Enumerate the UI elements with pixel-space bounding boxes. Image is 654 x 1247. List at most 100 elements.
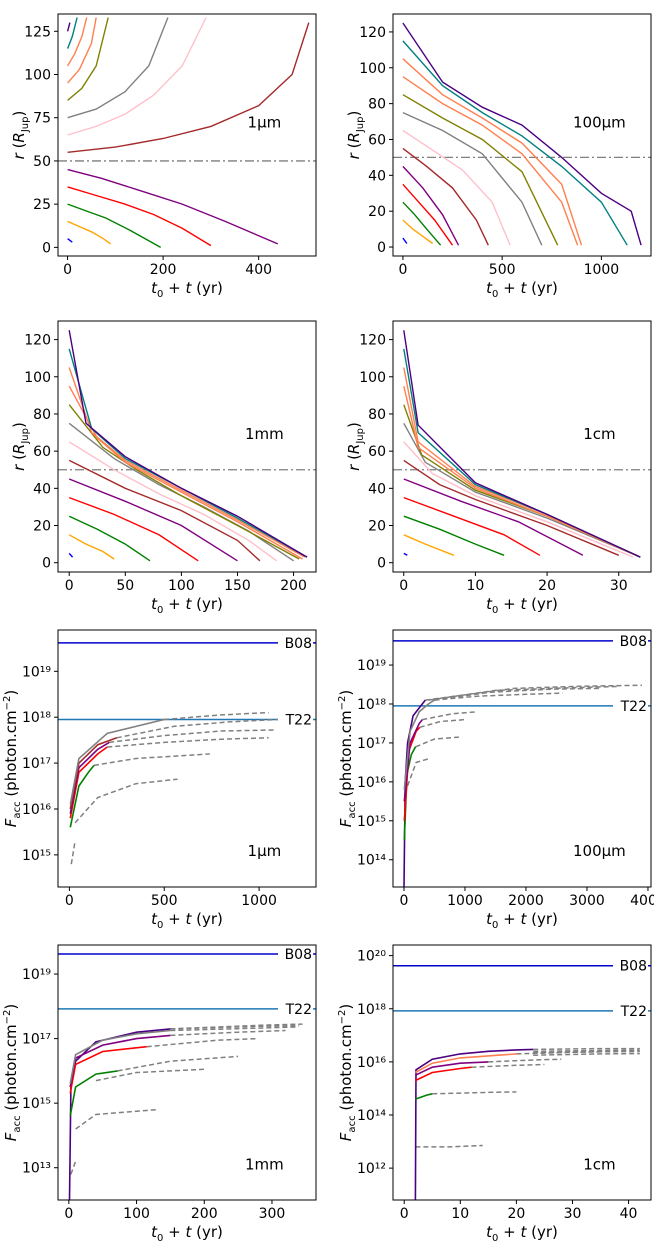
x-label-part: t [486, 910, 493, 928]
x-label-part: 0 [492, 1233, 498, 1244]
size-annotation: 100μm [573, 842, 626, 860]
x-tick-label: 1000 [241, 893, 277, 909]
series-line [68, 441, 278, 562]
x-label-part: t [185, 1223, 192, 1241]
series-line [403, 330, 641, 558]
x-label-part: t [486, 279, 493, 297]
series-line [403, 496, 541, 556]
size-annotation: 1cm [583, 1155, 615, 1173]
x-label-part: t [185, 910, 192, 928]
y-label-part: ) [345, 422, 363, 428]
y-tick-label: 10¹⁹ [22, 967, 51, 983]
y-tick-label: 10¹⁵ [357, 814, 386, 830]
series-line [68, 496, 199, 562]
reference-label-t22: T22 [620, 1004, 647, 1020]
y-tick-label: 100 [359, 370, 386, 386]
x-label-part: (yr) [191, 279, 223, 297]
dashed-series-line [419, 718, 466, 729]
y-tick-label: 125 [24, 24, 51, 40]
reference-label-b08: B08 [620, 959, 647, 975]
solid-series-line [69, 1034, 171, 1088]
solid-series-line [69, 737, 118, 810]
dashed-series-line [170, 1024, 300, 1030]
y-label-part: Jup [20, 116, 31, 133]
x-tick-label: 30 [610, 578, 628, 594]
x-tick-label: 200 [191, 1206, 218, 1222]
x-label-part: t [486, 595, 493, 613]
y-label-part: Jup [355, 116, 366, 133]
plot-area [393, 964, 651, 1200]
x-label-part: (yr) [191, 1223, 223, 1241]
reference-label-bg [278, 945, 313, 964]
solid-series-line [69, 746, 108, 819]
y-tick-label: 75 [33, 111, 51, 127]
y-label-part: −2 [2, 696, 13, 711]
x-label-part: (yr) [191, 595, 223, 613]
x-axis-label: t0 + t (yr) [151, 1223, 223, 1244]
x-label-part: 0 [492, 920, 498, 931]
x-tick-label: 300 [259, 1206, 286, 1222]
dashed-series-line [533, 1050, 640, 1054]
x-label-part: + [163, 910, 185, 928]
x-label-part: t [151, 1223, 158, 1241]
y-axis-label: Facc (photon.cm−2) [2, 1004, 23, 1141]
y-label-part: F [2, 1132, 20, 1141]
plot-area [58, 953, 316, 1200]
dashed-series-line [109, 729, 275, 744]
x-label-part: t [151, 279, 158, 297]
series-line [67, 203, 162, 249]
y-tick-label: 0 [42, 556, 51, 572]
y-axis-label: r (RJup) [345, 111, 366, 160]
dashed-series-line [533, 1052, 640, 1056]
dashed-series-line [164, 711, 269, 721]
series-line [68, 552, 74, 558]
x-label-part: + [163, 1223, 185, 1241]
dashed-series-line [107, 737, 269, 748]
dashed-series-line [93, 753, 210, 767]
dashed-series-line [170, 1029, 286, 1037]
size-annotation: 100μm [573, 114, 626, 132]
y-label-part: −2 [2, 1010, 13, 1025]
y-tick-label: 10¹⁶ [22, 802, 51, 818]
y-tick-label: 10¹⁹ [357, 658, 386, 674]
x-tick-label: 50 [116, 578, 134, 594]
y-label-part: F [337, 1132, 355, 1141]
dashed-series-line [146, 1037, 259, 1048]
y-tick-label: 80 [368, 407, 386, 423]
y-axis-label: r (RJup) [10, 111, 31, 160]
y-label-part: −2 [337, 1010, 348, 1025]
dashed-series-line [170, 1026, 296, 1032]
size-annotation: 1cm [583, 425, 615, 443]
x-label-part: 0 [492, 289, 498, 300]
x-axis-label: t0 + t (yr) [151, 910, 223, 931]
x-label-part: t [151, 910, 158, 928]
x-axis-label: t0 + t (yr) [151, 279, 223, 300]
y-tick-label: 10¹⁷ [357, 736, 386, 752]
y-tick-label: 80 [33, 407, 51, 423]
x-tick-label: 0 [64, 1206, 73, 1222]
y-label-part: R [10, 132, 28, 142]
x-label-part: + [163, 279, 185, 297]
x-tick-label: 40 [620, 1206, 638, 1222]
dashed-series-line [533, 1049, 640, 1053]
y-tick-label: 40 [368, 481, 386, 497]
y-tick-label: 40 [33, 481, 51, 497]
x-label-part: 0 [492, 605, 498, 616]
y-label-part: acc [347, 1115, 358, 1132]
x-label-part: 0 [157, 605, 163, 616]
axes-frame [57, 629, 317, 888]
y-label-part: R [345, 132, 363, 142]
dashed-series-line [533, 1047, 640, 1051]
x-label-part: (yr) [526, 1223, 558, 1241]
dashed-series-line [116, 718, 279, 739]
y-tick-label: 120 [359, 25, 386, 41]
y-label-part: Jup [355, 428, 366, 445]
solid-series-line [415, 1066, 472, 1082]
y-label-part: r [345, 152, 363, 159]
solid-series-line [69, 741, 110, 814]
plot-area [58, 17, 316, 249]
